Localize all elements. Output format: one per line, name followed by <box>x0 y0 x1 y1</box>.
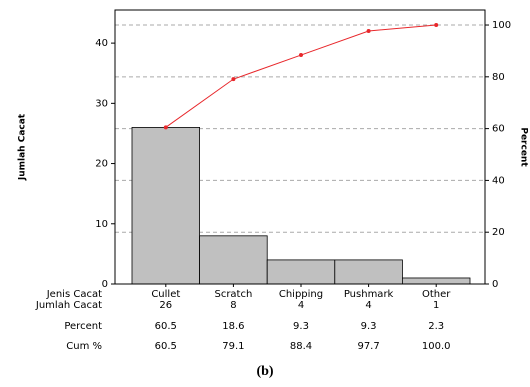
percent-label: 9.3 <box>361 321 377 332</box>
y-tick-label: 40 <box>95 38 108 49</box>
cum-label: 100.0 <box>422 341 451 352</box>
bar <box>199 235 268 285</box>
bar <box>401 277 471 285</box>
y-tick-label: 30 <box>95 98 108 109</box>
y-tick-label: 0 <box>102 279 108 290</box>
cum-point <box>231 77 236 82</box>
percent-label: 18.6 <box>222 321 244 332</box>
cum-label: 97.7 <box>357 341 379 352</box>
row-label: Jenis Cacat <box>46 289 102 300</box>
y-axis-label: Jumlah Cacat <box>18 113 28 181</box>
row-label: Percent <box>64 321 102 332</box>
y2-axis-label: Percent <box>519 127 529 167</box>
cum-label: 60.5 <box>155 341 177 352</box>
caption: (b) <box>256 364 273 379</box>
count-label: 1 <box>433 300 439 311</box>
row-label: Jumlah Cacat <box>35 300 102 311</box>
x-tick-label: Cullet <box>151 289 180 300</box>
y2-tick-label: 100 <box>492 20 511 31</box>
y2-tick-label: 60 <box>492 124 505 135</box>
count-label: 26 <box>159 300 172 311</box>
y2-tick-label: 40 <box>492 175 505 186</box>
bar <box>131 127 200 285</box>
count-label: 4 <box>298 300 304 311</box>
x-tick-label: Pushmark <box>344 289 394 300</box>
cum-point <box>299 53 303 58</box>
cum-label: 79.1 <box>222 341 244 352</box>
percent-label: 9.3 <box>293 321 309 332</box>
percent-label: 2.3 <box>428 321 444 332</box>
count-label: 8 <box>230 300 236 311</box>
x-tick-label: Chipping <box>279 289 323 300</box>
y-tick-label: 10 <box>95 219 108 230</box>
y2-tick-label: 80 <box>492 72 505 83</box>
row-label: Cum % <box>66 341 102 352</box>
cum-line <box>165 24 437 128</box>
y2-tick-label: 0 <box>492 279 498 290</box>
y-tick-label: 20 <box>95 159 108 170</box>
plot-frame <box>114 9 486 285</box>
count-label: 4 <box>365 300 371 311</box>
cum-label: 88.4 <box>290 341 312 352</box>
percent-label: 60.5 <box>155 321 177 332</box>
cum-point <box>366 28 371 33</box>
cum-point <box>434 23 439 28</box>
y2-tick-label: 20 <box>492 227 505 238</box>
cum-point <box>163 125 168 130</box>
bar <box>266 259 336 285</box>
bar <box>334 259 403 285</box>
x-tick-label: Scratch <box>214 289 252 300</box>
x-tick-label: Other <box>422 289 451 300</box>
